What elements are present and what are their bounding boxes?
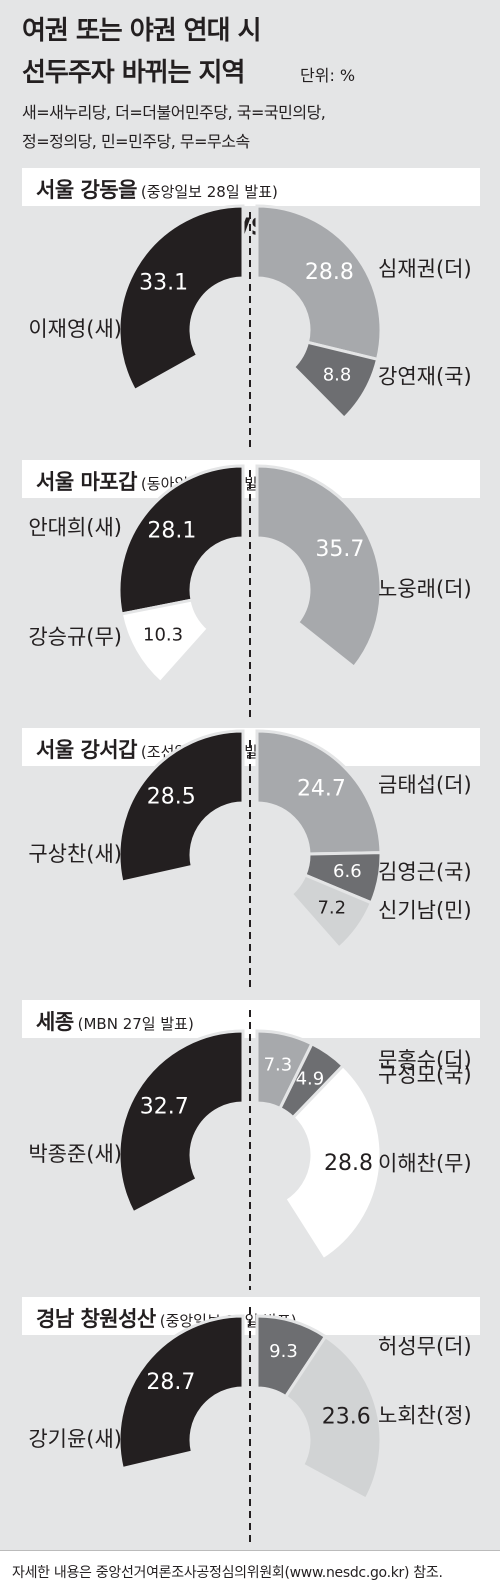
left-segment-0 <box>117 464 245 616</box>
candidate-label: 강기윤(새) <box>28 1427 122 1451</box>
right-segment-1 <box>291 340 380 421</box>
left-segment-1 <box>119 598 211 685</box>
chart-1: 28.1 안대희(새) 10.3 강승규(무) 35.7 노웅래(더) <box>28 464 472 720</box>
candidate-label: 안대희(새) <box>28 516 122 540</box>
right-segment-1 <box>283 1334 383 1502</box>
value-label: 35.7 <box>315 537 364 562</box>
poll-source: (MBN 27일 발표) <box>77 1015 194 1033</box>
chart-title-line2: 선두주자 바뀌는 지역 <box>22 58 245 88</box>
candidate-label: 이해찬(무) <box>378 1152 472 1176</box>
region-header-changwon-seongsan: 경남 창원성산(중앙일보 28일 발표) <box>22 1297 480 1335</box>
value-label: 28.8 <box>305 260 354 285</box>
left-segment-0 <box>117 1314 245 1471</box>
value-label: 9.3 <box>269 1341 298 1362</box>
candidate-label: 구성모(국) <box>378 1063 472 1087</box>
candidate-label: 강연재(국) <box>378 365 472 389</box>
poll-source: (중앙일보 28일 발표) <box>140 183 278 201</box>
candidate-label: 박종준(새) <box>28 1142 122 1166</box>
chart-title-line1: 여권 또는 야권 연대 시 <box>22 16 261 46</box>
value-label: 28.5 <box>147 784 196 809</box>
left-segment-0 <box>117 729 245 884</box>
region-name: 서울 강동을 <box>36 178 137 202</box>
value-label: 23.6 <box>322 1405 371 1430</box>
candidate-label: 이재영(새) <box>28 317 122 341</box>
right-segment-0 <box>255 464 383 670</box>
value-label: 6.6 <box>333 861 362 882</box>
candidate-label: 구상찬(새) <box>28 842 122 866</box>
value-label: 33.1 <box>139 270 188 295</box>
footer-bar: 자세한 내용은 중앙선거여론조사공정심의위원회(www.nesdc.go.kr)… <box>0 1550 500 1590</box>
region-name: 경남 창원성산 <box>36 1307 156 1331</box>
candidate-label: 강승규(무) <box>28 625 122 649</box>
right-segment-2 <box>289 873 374 951</box>
value-label: 28.7 <box>146 1370 195 1395</box>
left-segment-0 <box>117 1029 245 1215</box>
value-label: 7.2 <box>317 898 346 919</box>
candidate-label: 심재권(더) <box>378 257 472 281</box>
region-name: 서울 강서갑 <box>36 738 137 762</box>
candidate-label: 허성무(더) <box>378 1334 472 1358</box>
value-label: 7.3 <box>264 1054 293 1075</box>
candidate-label: 노웅래(더) <box>378 577 472 601</box>
chart-0: 33.1 이재영(새) 28.8 심재권(더) 8.8 강연재(국) <box>28 204 472 450</box>
party-legend-line2: 정=정의당, 민=민주당, 무=무소속 <box>22 132 250 151</box>
party-legend-line1: 새=새누리당, 더=더불어민주당, 국=국민의당, <box>22 103 326 122</box>
value-label: 4.9 <box>296 1069 325 1090</box>
candidate-label: 노회찬(정) <box>378 1404 472 1428</box>
region-name: 세종 <box>36 1010 74 1034</box>
value-label: 24.7 <box>297 776 346 801</box>
candidate-label: 금태섭(더) <box>378 773 472 797</box>
value-label: 28.1 <box>147 519 196 544</box>
candidate-label: 신기남(민) <box>378 898 472 922</box>
chart-3: 32.7 박종준(새) 7.3 문홍수(더) 4.9 구성모(국) 28.8 이해찬(무) <box>28 1010 472 1290</box>
left-segment-0 <box>117 204 245 393</box>
candidate-label: 문홍수(더) <box>378 1048 472 1072</box>
footnote: 자세한 내용은 중앙선거여론조사공정심의위원회(www.nesdc.go.kr)… <box>12 1565 443 1581</box>
candidate-label: 김영근(국) <box>378 860 472 884</box>
region-name: 서울 마포갑 <box>36 470 137 494</box>
region-header-sejong: 세종 (MBN 27일 발표) <box>22 1000 480 1038</box>
right-segment-0 <box>255 729 383 856</box>
chart-2: 28.5 구상찬(새) 24.7 금태섭(더) 6.6 김영근(국) 7.2 신기남(민) <box>28 729 472 990</box>
right-segment-0 <box>255 204 383 362</box>
chart-4: 28.7 강기윤(새) 9.3 허성무(더) 23.6 노회찬(정) <box>28 1307 472 1545</box>
value-label: 28.8 <box>324 1151 373 1176</box>
right-segment-2 <box>282 1063 383 1262</box>
value-label: 10.3 <box>143 625 183 646</box>
unit-label: 단위: % <box>300 66 356 85</box>
value-label: 8.8 <box>323 364 352 385</box>
region-header-gangdong-eul: 서울 강동을 (중앙일보 28일 발표) <box>22 168 480 206</box>
value-label: 32.7 <box>140 1094 189 1119</box>
